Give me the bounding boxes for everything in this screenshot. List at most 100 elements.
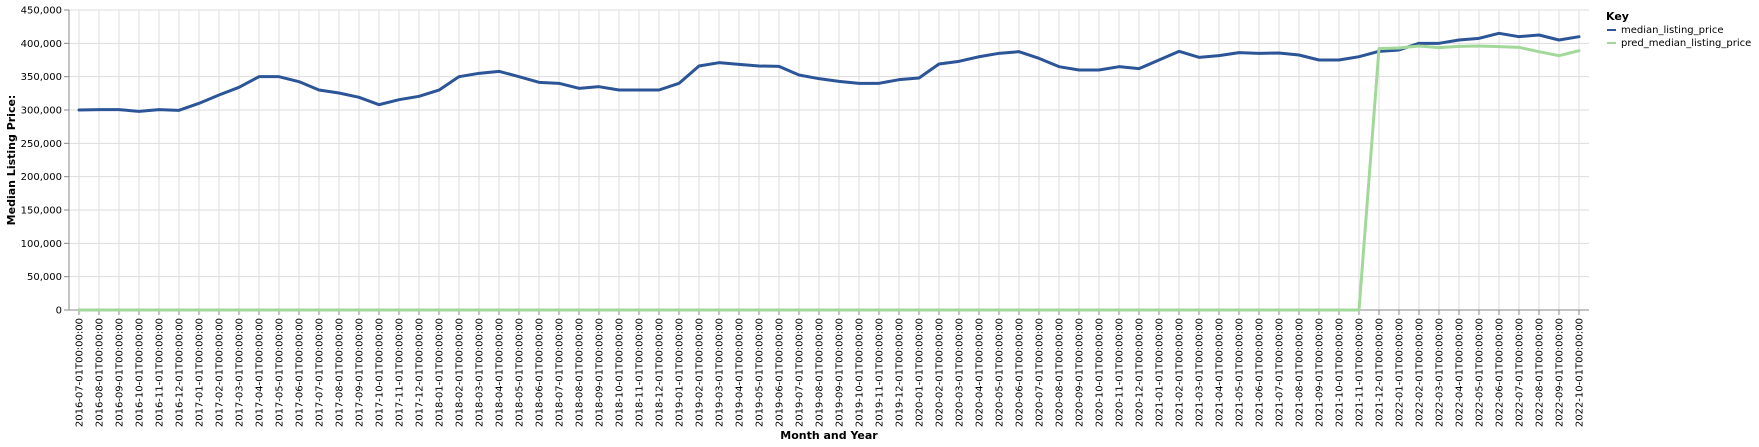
x-tick-label: 2019-03-01T00:00:00 — [715, 318, 726, 427]
x-tick-label: 2022-09-01T00:00:00 — [1555, 318, 1566, 427]
x-tick-label: 2019-09-01T00:00:00 — [835, 318, 846, 427]
x-tick-label: 2019-11-01T00:00:00 — [875, 318, 886, 427]
x-tick-label: 2021-04-01T00:00:00 — [1215, 318, 1226, 427]
x-tick-label: 2020-05-01T00:00:00 — [995, 318, 1006, 427]
x-tick-label: 2019-07-01T00:00:00 — [795, 318, 806, 427]
x-tick-label: 2022-02-01T00:00:00 — [1415, 318, 1426, 427]
x-tick-label: 2022-06-01T00:00:00 — [1495, 318, 1506, 427]
x-tick-label: 2016-07-01T00:00:00 — [75, 318, 86, 427]
x-tick-label: 2017-11-01T00:00:00 — [395, 318, 406, 427]
x-tick-label: 2018-08-01T00:00:00 — [575, 318, 586, 427]
x-tick-label: 2021-01-01T00:00:00 — [1155, 318, 1166, 427]
y-tick-label: 300,000 — [21, 106, 62, 117]
x-tick-label: 2016-08-01T00:00:00 — [95, 318, 106, 427]
y-tick-label: 100,000 — [21, 239, 62, 250]
x-tick-label: 2022-07-01T00:00:00 — [1515, 318, 1526, 427]
series-lines — [77, 31, 1581, 312]
x-tick-label: 2021-09-01T00:00:00 — [1315, 318, 1326, 427]
x-tick-label: 2018-06-01T00:00:00 — [535, 318, 546, 427]
x-tick-label: 2017-06-01T00:00:00 — [295, 318, 306, 427]
x-tick-label: 2020-01-01T00:00:00 — [915, 318, 926, 427]
y-axis-title: Median Listing Price: — [5, 95, 18, 226]
x-tick-label: 2022-05-01T00:00:00 — [1475, 318, 1486, 427]
x-tick-label: 2020-11-01T00:00:00 — [1115, 318, 1126, 427]
x-tick-label: 2018-02-01T00:00:00 — [455, 318, 466, 427]
x-tick-label: 2019-08-01T00:00:00 — [815, 318, 826, 427]
x-tick-label: 2020-08-01T00:00:00 — [1055, 318, 1066, 427]
x-tick-label: 2016-11-01T00:00:00 — [155, 318, 166, 427]
x-tick-label: 2018-11-01T00:00:00 — [635, 318, 646, 427]
x-tick-label: 2017-09-01T00:00:00 — [355, 318, 366, 427]
x-tick-label: 2017-10-01T00:00:00 — [375, 318, 386, 427]
x-tick-label: 2017-03-01T00:00:00 — [235, 318, 246, 427]
x-tick-label: 2017-12-01T00:00:00 — [415, 318, 426, 427]
x-tick-label: 2016-10-01T00:00:00 — [135, 318, 146, 427]
legend-label: median_listing_price — [1621, 25, 1724, 36]
x-tick-label: 2018-04-01T00:00:00 — [495, 318, 506, 427]
x-tick-label: 2022-08-01T00:00:00 — [1535, 318, 1546, 427]
x-tick-label: 2019-06-01T00:00:00 — [775, 318, 786, 427]
x-axis-ticks: 2016-07-01T00:00:00 2016-08-01T00:00:00 20… — [75, 310, 1586, 427]
y-tick-label: 450,000 — [21, 6, 62, 17]
x-tick-label: 2017-04-01T00:00:00 — [255, 318, 266, 427]
y-tick-label: 50,000 — [27, 272, 62, 283]
x-tick-label: 2019-04-01T00:00:00 — [735, 318, 746, 427]
x-tick-label: 2019-12-01T00:00:00 — [895, 318, 906, 427]
x-tick-label: 2018-01-01T00:00:00 — [435, 318, 446, 427]
x-tick-label: 2020-12-01T00:00:00 — [1135, 318, 1146, 427]
legend-items: median_listing_price pred_median_listing_… — [1607, 25, 1751, 49]
y-tick-label: 200,000 — [21, 172, 62, 183]
y-tick-label: 400,000 — [21, 39, 62, 50]
x-tick-label: 2017-01-01T00:00:00 — [195, 318, 206, 427]
x-tick-label: 2021-11-01T00:00:00 — [1355, 318, 1366, 427]
x-tick-label: 2022-01-01T00:00:00 — [1395, 318, 1406, 427]
x-tick-label: 2021-07-01T00:00:00 — [1275, 318, 1286, 427]
x-tick-label: 2019-10-01T00:00:00 — [855, 318, 866, 427]
x-tick-label: 2021-06-01T00:00:00 — [1255, 318, 1266, 427]
x-tick-label: 2020-04-01T00:00:00 — [975, 318, 986, 427]
x-tick-label: 2021-02-01T00:00:00 — [1175, 318, 1186, 427]
x-tick-label: 2016-09-01T00:00:00 — [115, 318, 126, 427]
legend: Key median_listing_price pred_median_list… — [1606, 10, 1751, 49]
x-tick-label: 2021-12-01T00:00:00 — [1375, 318, 1386, 427]
x-tick-label: 2020-02-01T00:00:00 — [935, 318, 946, 427]
x-tick-label: 2022-03-01T00:00:00 — [1435, 318, 1446, 427]
x-tick-label: 2018-05-01T00:00:00 — [515, 318, 526, 427]
x-tick-label: 2019-01-01T00:00:00 — [675, 318, 686, 427]
x-tick-label: 2018-10-01T00:00:00 — [615, 318, 626, 427]
x-tick-label: 2017-02-01T00:00:00 — [215, 318, 226, 427]
x-tick-label: 2019-02-01T00:00:00 — [695, 318, 706, 427]
x-tick-label: 2019-05-01T00:00:00 — [755, 318, 766, 427]
x-tick-label: 2020-06-01T00:00:00 — [1015, 318, 1026, 427]
x-tick-label: 2021-08-01T00:00:00 — [1295, 318, 1306, 427]
x-tick-label: 2016-12-01T00:00:00 — [175, 318, 186, 427]
legend-label: pred_median_listing_price — [1621, 38, 1751, 49]
x-tick-label: 2017-07-01T00:00:00 — [315, 318, 326, 427]
x-axis-title: Month and Year — [780, 429, 878, 442]
x-tick-label: 2021-10-01T00:00:00 — [1335, 318, 1346, 427]
x-tick-label: 2020-09-01T00:00:00 — [1075, 318, 1086, 427]
legend-title: Key — [1606, 10, 1629, 23]
x-tick-label: 2018-09-01T00:00:00 — [595, 318, 606, 427]
y-tick-label: 350,000 — [21, 72, 62, 83]
y-tick-label: 250,000 — [21, 139, 62, 150]
x-tick-label: 2017-08-01T00:00:00 — [335, 318, 346, 427]
x-tick-label: 2022-10-01T00:00:00 — [1575, 318, 1586, 427]
x-tick-label: 2018-12-01T00:00:00 — [655, 318, 666, 427]
x-tick-label: 2021-03-01T00:00:00 — [1195, 318, 1206, 427]
x-tick-label: 2018-03-01T00:00:00 — [475, 318, 486, 427]
y-axis-ticks: 0 50,000 100,000 150,000 200,000 250,000 300,0… — [21, 6, 69, 317]
x-tick-label: 2021-05-01T00:00:00 — [1235, 318, 1246, 427]
y-tick-label: 0 — [56, 306, 62, 317]
grid-lines — [69, 9, 1589, 311]
x-tick-label: 2018-07-01T00:00:00 — [555, 318, 566, 427]
y-tick-label: 150,000 — [21, 206, 62, 217]
x-tick-label: 2017-05-01T00:00:00 — [275, 318, 286, 427]
series-line-pred_median_listing_price — [77, 44, 1581, 312]
x-tick-label: 2020-03-01T00:00:00 — [955, 318, 966, 427]
series-line-median_listing_price — [77, 31, 1581, 113]
x-tick-label: 2020-10-01T00:00:00 — [1095, 318, 1106, 427]
x-tick-label: 2020-07-01T00:00:00 — [1035, 318, 1046, 427]
x-tick-label: 2022-04-01T00:00:00 — [1455, 318, 1466, 427]
